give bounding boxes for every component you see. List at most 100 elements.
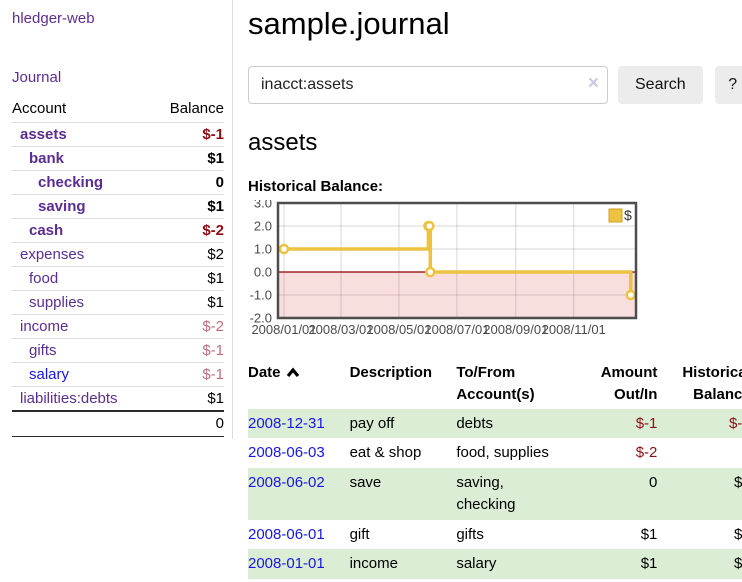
clear-search-icon[interactable]: × xyxy=(587,73,599,94)
account-balance: $1 xyxy=(207,390,224,407)
transaction-date-cell: 2008-06-03 xyxy=(248,438,350,468)
help-button[interactable]: ? xyxy=(714,66,742,104)
account-balance: $1 xyxy=(207,198,224,215)
transaction-date-cell: 2008-06-01 xyxy=(248,520,350,550)
sidebar-account-link-cash[interactable]: cash xyxy=(29,222,64,239)
account-balance: $1 xyxy=(207,270,224,287)
account-row: cash $-2 xyxy=(12,218,224,243)
transaction-row: 2008-06-03 eat & shop food, supplies $-20 xyxy=(248,438,742,468)
transaction-date-link[interactable]: 2008-01-01 xyxy=(248,555,325,573)
account-row: income $-2 xyxy=(12,314,224,339)
accounts-total-value: 0 xyxy=(215,415,224,432)
account-name-cell: saving xyxy=(12,195,152,219)
chart-border xyxy=(276,201,638,320)
register-header-balance: Historical Balance xyxy=(682,364,742,403)
chart-label: Historical Balance: xyxy=(248,178,384,195)
account-name-cell: gifts xyxy=(12,339,152,363)
transaction-date-link[interactable]: 2008-06-02 xyxy=(248,474,325,491)
account-row: supplies $1 xyxy=(12,290,224,315)
sidebar-account-link-food[interactable]: food xyxy=(29,270,59,287)
account-row: bank $1 xyxy=(12,146,224,171)
transaction-amount: $1 xyxy=(640,525,658,543)
account-name-cell: expenses xyxy=(12,243,152,267)
transaction-accounts: gifts xyxy=(456,525,484,543)
transaction-description: save xyxy=(349,474,382,491)
search-input[interactable] xyxy=(248,66,608,104)
transaction-date-cell: 2008-06-02 xyxy=(248,468,350,520)
transaction-date-cell: 2008-01-01 xyxy=(248,549,350,579)
sidebar-account-link-checking[interactable]: checking xyxy=(38,174,104,191)
transaction-amount: $-1 xyxy=(635,414,658,432)
account-balance: $-1 xyxy=(202,126,224,143)
sidebar-account-link-assets[interactable]: assets xyxy=(20,126,67,143)
account-heading: assets xyxy=(248,129,318,156)
data-point-marker[interactable] xyxy=(425,266,436,278)
transaction-amount: $1 xyxy=(640,555,658,573)
y-axis-tick-label: 0.0 xyxy=(254,265,272,280)
sort-ascending-icon[interactable] xyxy=(286,363,300,385)
data-point-marker[interactable] xyxy=(424,220,435,232)
transaction-amount: $-2 xyxy=(635,444,658,462)
sidebar-account-link-bank[interactable]: bank xyxy=(29,150,65,167)
transaction-balance: 0 xyxy=(657,438,742,468)
sidebar-account-link-salary[interactable]: salary xyxy=(29,366,70,383)
account-balance: $-2 xyxy=(202,318,224,335)
account-balance: $-1 xyxy=(202,342,224,359)
data-point-marker[interactable] xyxy=(278,243,290,255)
transaction-balance: $2 xyxy=(734,525,742,543)
data-point-marker[interactable] xyxy=(625,289,636,301)
x-axis-tick-label: 2008/05/01 xyxy=(366,322,431,337)
y-axis-tick-label: -2.0 xyxy=(250,311,272,326)
sidebar: hledger-web Journal Account Balance asse… xyxy=(0,0,233,439)
register-table: Date Description To/From Account(s) Amou… xyxy=(248,359,742,579)
register-header-date[interactable]: Date xyxy=(248,359,350,409)
account-name-cell: supplies xyxy=(12,291,152,315)
account-row: gifts $-1 xyxy=(12,338,224,363)
account-row: checking 0 xyxy=(12,170,224,195)
spacer-cell xyxy=(12,411,152,437)
sidebar-account-link-expenses[interactable]: expenses xyxy=(20,246,85,263)
sidebar-account-link-liabilities-debts[interactable]: liabilities:debts xyxy=(20,390,118,407)
transaction-description: income xyxy=(349,555,398,573)
brand-link[interactable]: hledger-web xyxy=(12,10,95,27)
accounts-table-header: Account Balance xyxy=(12,96,224,123)
account-row: liabilities:debts $1 xyxy=(12,386,224,412)
transaction-date-link[interactable]: 2008-06-03 xyxy=(248,444,325,462)
transaction-date-link[interactable]: 2008-06-01 xyxy=(248,525,325,543)
sidebar-account-link-saving[interactable]: saving xyxy=(38,198,86,215)
transaction-description: gift xyxy=(349,525,370,543)
y-axis-tick-label: 3.0 xyxy=(254,200,272,211)
account-name-cell: checking xyxy=(12,171,152,195)
account-row: expenses $2 xyxy=(12,242,224,267)
transaction-date-cell: 2008-12-31 xyxy=(248,409,350,439)
account-balance: $-2 xyxy=(202,222,224,239)
search-button[interactable]: Search xyxy=(618,66,703,104)
sidebar-account-link-gifts[interactable]: gifts xyxy=(29,342,57,359)
legend-swatch xyxy=(608,208,623,223)
account-name-cell: assets xyxy=(12,123,152,147)
sidebar-item-journal[interactable]: Journal xyxy=(12,69,62,86)
transaction-date-link[interactable]: 2008-12-31 xyxy=(248,414,325,432)
account-balance: $-1 xyxy=(202,366,224,383)
accounts-header-account: Account xyxy=(12,100,67,117)
historical-balance-chart: $3.0 2.0 1.0 0.0 -1.0 -2.02008/01/012008/03/0… xyxy=(250,200,638,337)
x-axis-tick-label: 2008/01/01 xyxy=(251,322,316,337)
sidebar-account-link-supplies[interactable]: supplies xyxy=(29,294,85,311)
account-balance: $1 xyxy=(207,150,224,167)
y-axis-tick-label: 2.0 xyxy=(254,219,272,234)
account-name-cell: salary xyxy=(12,363,152,387)
x-axis-tick-label: 2008/09/01 xyxy=(483,322,548,337)
account-name-cell: cash xyxy=(12,219,152,243)
account-balance: $1 xyxy=(207,294,224,311)
register-header-description: Description xyxy=(349,364,433,381)
transaction-balance: $2 xyxy=(734,474,742,491)
register-header-date-label: Date xyxy=(248,364,281,381)
transaction-row: 2008-01-01 income salary $1 $1 xyxy=(248,549,742,579)
search-input-wrap: × xyxy=(248,66,608,104)
main-content: sample.journal × Search ? assets Histori… xyxy=(233,0,742,579)
sidebar-account-link-income[interactable]: income xyxy=(20,318,69,335)
negative-region-shading xyxy=(278,272,636,318)
x-axis-tick-label: 2008/11/01 xyxy=(542,322,606,337)
legend-label: $ xyxy=(624,207,632,223)
transaction-row: 2008-06-02 save saving, checking 0 $2 xyxy=(248,468,742,520)
